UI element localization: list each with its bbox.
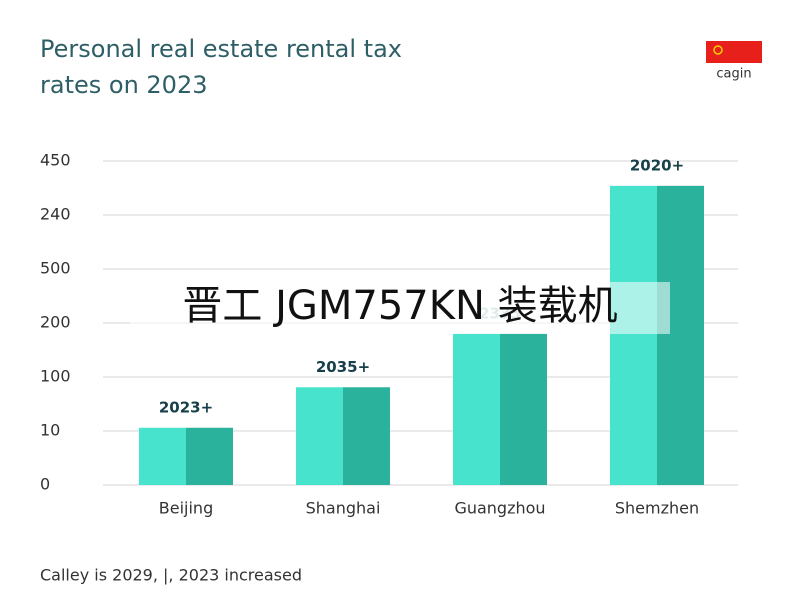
bar-half [610,185,657,485]
bar-label: 2023+ [159,398,213,416]
y-tick-label: 200 [40,313,71,332]
x-tick-label: Shemzhen [615,499,699,518]
bar-half [453,333,500,485]
bar [296,387,390,485]
chart-title: rates on 2023 [40,71,207,99]
logo: cagin [706,41,762,82]
bar-half [343,387,390,485]
bar-half [500,333,547,485]
y-tick-label: 10 [40,421,60,440]
x-tick-label: Beijing [159,499,213,518]
footnote: Calley is 2029, |, 2023 increased [40,566,302,585]
watermark: 晋工 JGM757KN 装载机 [182,283,617,329]
bar-half [186,427,233,485]
bar-half [139,427,186,485]
logo-text: cagin [716,67,751,82]
bar [453,333,547,485]
bar-half [657,185,704,485]
bar [139,427,233,485]
flag-star [713,45,723,55]
watermark-backdrop [130,282,670,334]
x-tick-label: Guangzhou [454,499,545,518]
y-tick-label: 0 [40,475,50,494]
y-tick-label: 500 [40,259,71,278]
bar-half [296,387,343,485]
x-tick-label: Shanghai [306,499,381,518]
y-tick-label: 100 [40,367,71,386]
chart-title: Personal real estate rental tax [40,35,402,63]
y-tick-label: 240 [40,205,71,224]
bar-label: 2035+ [316,358,370,376]
bar [610,185,704,485]
y-tick-label: 450 [40,151,71,170]
bar-label: 2020+ [630,156,684,174]
